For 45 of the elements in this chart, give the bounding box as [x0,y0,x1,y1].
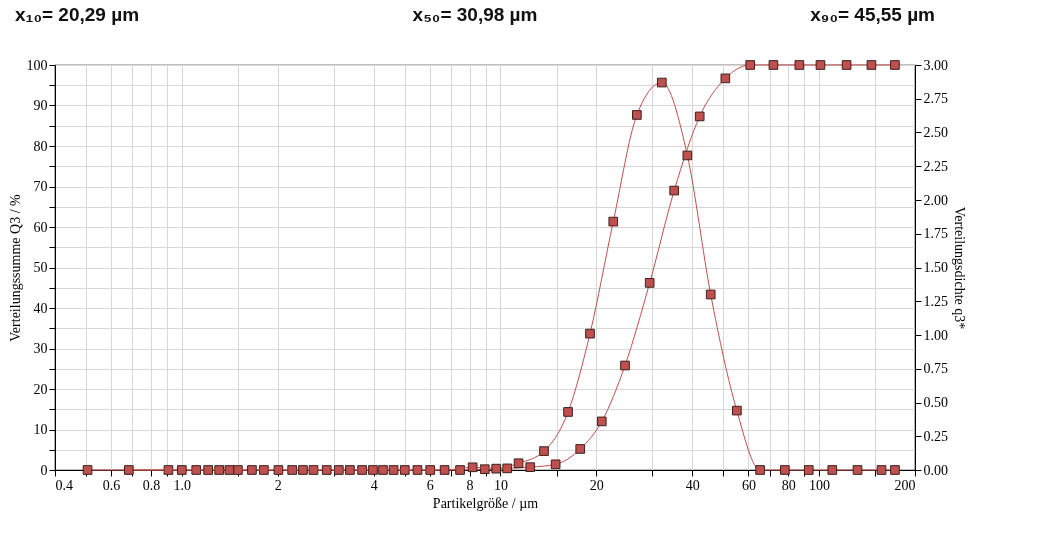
y-tick-label: 90 [33,98,48,113]
x-tick-label: 60 [741,477,756,493]
x-tick-label: 10 [493,477,508,493]
x-tick-label: 8 [466,477,474,493]
y-tick-label: 60 [33,219,48,235]
y2-tick-label: 2.75 [923,91,948,107]
y2-tick-label: 2.25 [923,158,948,174]
y-tick-label: 20 [33,381,48,397]
x-axis-title: Partikelgröße / µm [432,495,539,511]
y2-tick-label: 0.00 [923,462,948,478]
x-tick-label: 4 [370,477,378,493]
y2-tick-label: 0.25 [923,428,948,444]
x-tick-label: 100 [809,477,831,493]
x-tick-label: 0.8 [142,477,161,493]
text: x₁₀= 20,29 µm [15,4,140,25]
y2-tick-label: 3.00 [923,57,948,73]
y2-tick-label: 0.75 [923,361,948,377]
y-axis-title: Verteilungssumme Q3 / % [7,193,23,342]
y2-axis-title: Verteilungsdichte q3* [952,206,967,330]
y-tick-label: 10 [33,422,48,437]
x-tick-label: 20 [589,477,604,493]
y-tick-label: 40 [33,300,48,316]
y-tick-label: 30 [33,341,48,356]
x-tick-label: 200 [894,477,916,493]
y2-tick-label: 1.50 [923,260,948,275]
x-tick-label: 0.6 [102,477,121,493]
y2-tick-label: 1.00 [923,327,948,343]
x-tick-label: 0.4 [55,477,73,493]
y2-tick-label: 1.25 [923,293,948,309]
x-tick-label: 1.0 [173,477,192,493]
y2-tick-label: 1.75 [923,226,948,242]
y-tick-label: 80 [33,138,48,154]
y-tick-label: 100 [26,57,48,73]
y2-tick-label: 2.00 [923,192,948,208]
text: x₅₀= 30,98 µm [412,4,538,25]
x-tick-label: 80 [781,477,796,493]
y2-tick-label: 0.50 [923,395,948,410]
x-tick-label: 40 [685,477,700,493]
y-tick-label: 0 [40,462,48,478]
text: x₉₀= 45,55 µm [810,4,935,25]
x-tick-label: 2 [274,477,282,493]
y-tick-label: 50 [33,260,48,275]
x-tick-label: 6 [426,477,434,493]
y2-tick-label: 2.50 [923,125,948,140]
y-tick-label: 70 [33,179,48,194]
